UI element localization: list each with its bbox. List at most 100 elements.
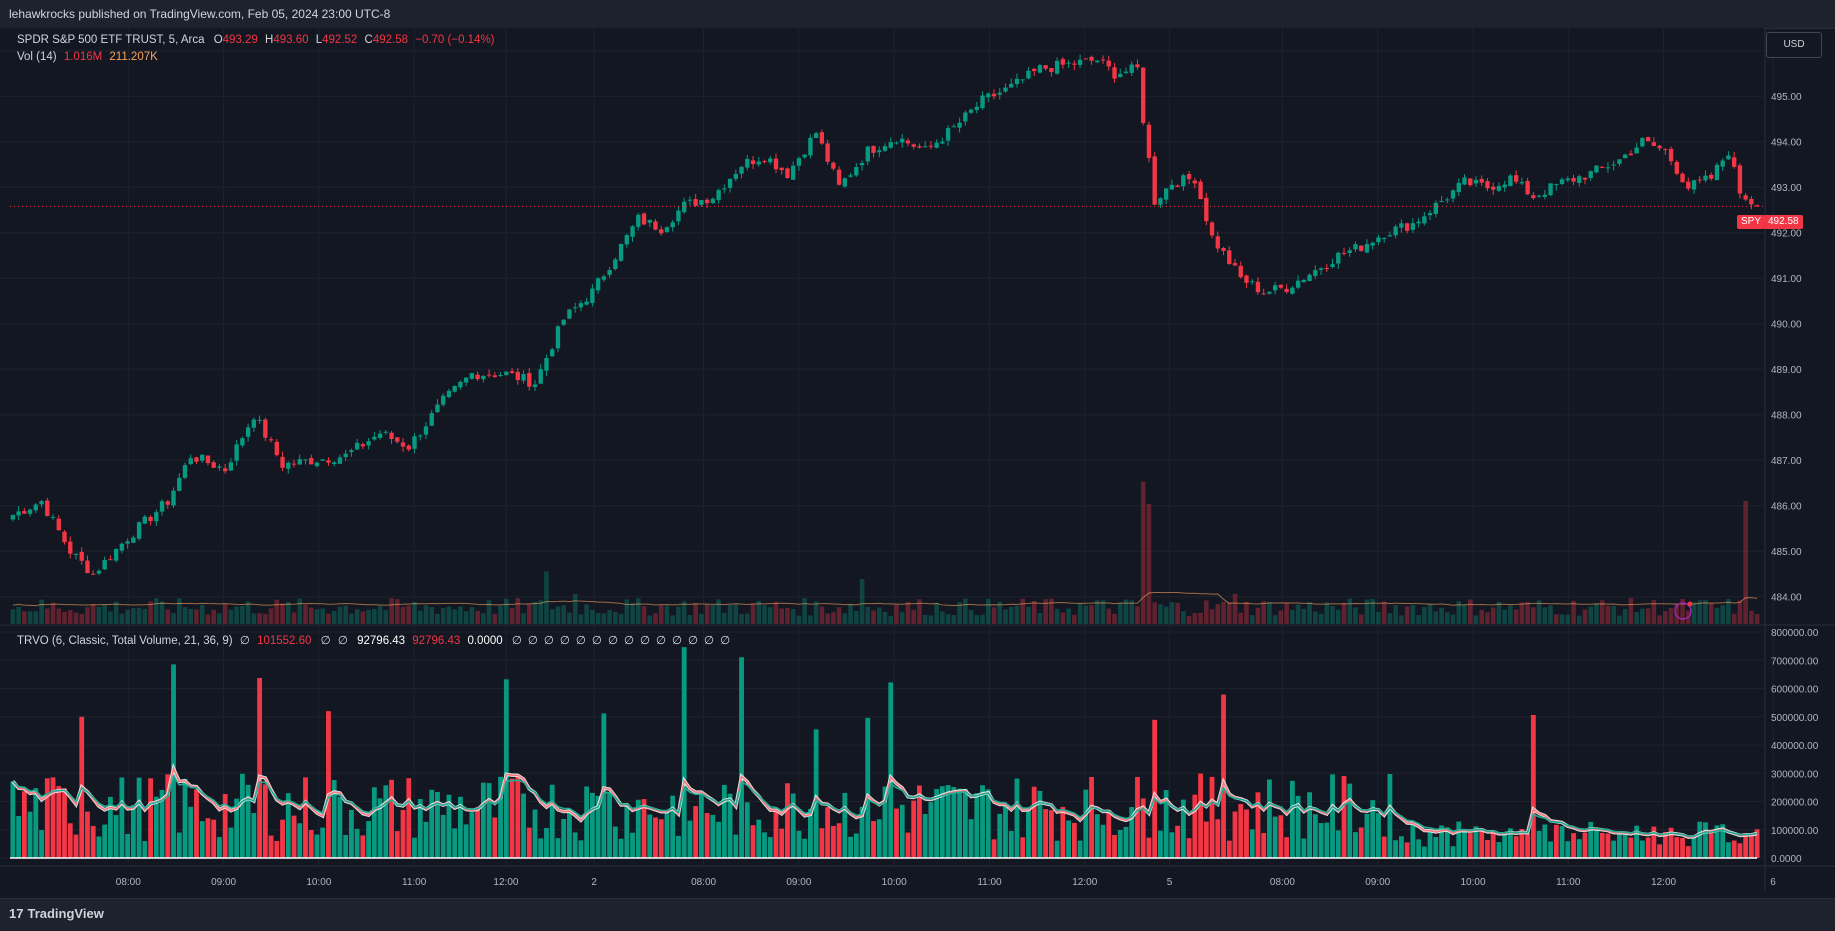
trvo-bar xyxy=(1548,841,1553,858)
trvo-bar xyxy=(199,821,205,858)
candle-body xyxy=(1186,174,1192,180)
candle-body xyxy=(1600,166,1605,168)
candle-body xyxy=(1020,79,1025,81)
currency-button[interactable]: USD xyxy=(1766,32,1822,58)
candle-body xyxy=(1301,279,1307,283)
symbol-name: SPDR S&P 500 ETF TRUST, 5, Arca xyxy=(17,34,205,46)
candle-body xyxy=(337,457,343,464)
candle-body xyxy=(968,109,974,113)
chart-canvas[interactable]: 484.00 485.00 486.00 487.00 488.00 489.00 490.… xyxy=(0,28,1835,898)
trvo-bar xyxy=(796,830,802,858)
candle-body xyxy=(739,166,744,174)
candle-body xyxy=(1370,242,1375,246)
volume-bar xyxy=(389,598,394,624)
candle-body xyxy=(1198,181,1203,200)
trvo-bar xyxy=(268,835,274,858)
volume-bar xyxy=(871,610,876,624)
trvo-bar xyxy=(1617,833,1622,858)
candle-body xyxy=(441,395,446,405)
trvo-bar xyxy=(27,811,33,858)
volume-bar xyxy=(618,613,624,624)
trvo-bar xyxy=(555,838,561,858)
trvo-bar xyxy=(658,819,664,858)
trvo-bar xyxy=(1605,833,1611,858)
candle-body xyxy=(630,226,635,237)
trvo-empty-glyph-row: ∅∅∅∅∅∅∅∅∅∅∅∅∅∅ xyxy=(511,635,737,647)
volume-bar xyxy=(320,608,325,624)
trvo-bar xyxy=(1496,842,1502,858)
volume-bar xyxy=(767,607,773,624)
trvo-bar xyxy=(939,786,945,858)
trvo-bar xyxy=(1697,821,1703,858)
volume-bar xyxy=(1267,602,1272,624)
volume-bar xyxy=(1737,600,1743,624)
candle-body xyxy=(188,458,193,465)
volume-bar xyxy=(1450,614,1456,624)
volume-bar xyxy=(113,601,119,624)
candle-body xyxy=(1347,250,1352,253)
grid xyxy=(0,28,1835,890)
trvo-bar xyxy=(142,841,148,858)
trvo-bar xyxy=(618,838,624,858)
trvo-bar xyxy=(50,777,56,858)
candle-body xyxy=(73,553,79,555)
trvo-bar xyxy=(1456,821,1462,858)
trvo-bar xyxy=(1645,837,1651,858)
candle-body xyxy=(1077,59,1083,65)
candle-body xyxy=(819,132,825,144)
volume-bar xyxy=(1640,608,1645,624)
candle-body xyxy=(618,244,624,261)
volume-bar xyxy=(985,598,991,624)
candle-body xyxy=(808,137,813,156)
volume-bar xyxy=(1054,608,1060,624)
volume-bar xyxy=(469,607,475,624)
trvo-bar xyxy=(532,809,538,858)
trvo-bar xyxy=(1662,831,1668,858)
trvo-bar xyxy=(980,785,985,858)
trvo-bar xyxy=(785,783,790,858)
trvo-bar xyxy=(1421,846,1427,858)
trvo-bar xyxy=(1054,840,1060,858)
trvo-bar xyxy=(1026,807,1031,858)
trvo-bar xyxy=(1668,827,1674,858)
volume-bar xyxy=(492,613,498,624)
candle-body xyxy=(136,522,142,539)
trvo-bar xyxy=(853,833,859,858)
trvo-bar xyxy=(767,837,773,858)
trvo-bar xyxy=(739,657,744,858)
trvo-bar xyxy=(647,814,653,858)
volume-bar xyxy=(1645,608,1651,624)
volume-bar xyxy=(406,605,412,624)
trvo-bar xyxy=(997,813,1003,858)
volume-bar xyxy=(894,604,899,624)
candle-body xyxy=(463,377,469,383)
trvo-bar xyxy=(1708,831,1714,858)
footer-bar: 17 TradingView xyxy=(0,898,1835,931)
trvo-bar xyxy=(56,786,62,858)
tradingview-logo[interactable]: 17 TradingView xyxy=(9,906,104,921)
volume-bar xyxy=(22,611,27,624)
volume-bar xyxy=(676,606,681,624)
candle-body xyxy=(1456,182,1461,193)
volume-bar xyxy=(509,607,515,624)
candle-body xyxy=(1232,263,1238,266)
candle-body xyxy=(68,541,73,554)
candle-body xyxy=(521,374,526,381)
trvo-bar xyxy=(1020,837,1026,858)
price-tick-label: 487.00 xyxy=(1771,456,1802,467)
trvo-bar xyxy=(1289,780,1295,858)
volume-bar xyxy=(940,611,945,624)
trvo-bar xyxy=(44,778,50,858)
candle-body xyxy=(1726,155,1731,160)
trvo-bar xyxy=(1576,839,1582,858)
candle-body xyxy=(492,375,498,378)
candle-body xyxy=(682,201,687,213)
volume-bar xyxy=(911,609,916,624)
trvo-bar xyxy=(1175,825,1181,858)
candle-body xyxy=(1634,147,1639,154)
volume-bar xyxy=(234,606,239,624)
candle-body xyxy=(1513,175,1519,182)
trvo-bar xyxy=(314,834,320,858)
price-tick-label: 492.00 xyxy=(1771,229,1802,240)
volume-bar xyxy=(154,598,159,624)
